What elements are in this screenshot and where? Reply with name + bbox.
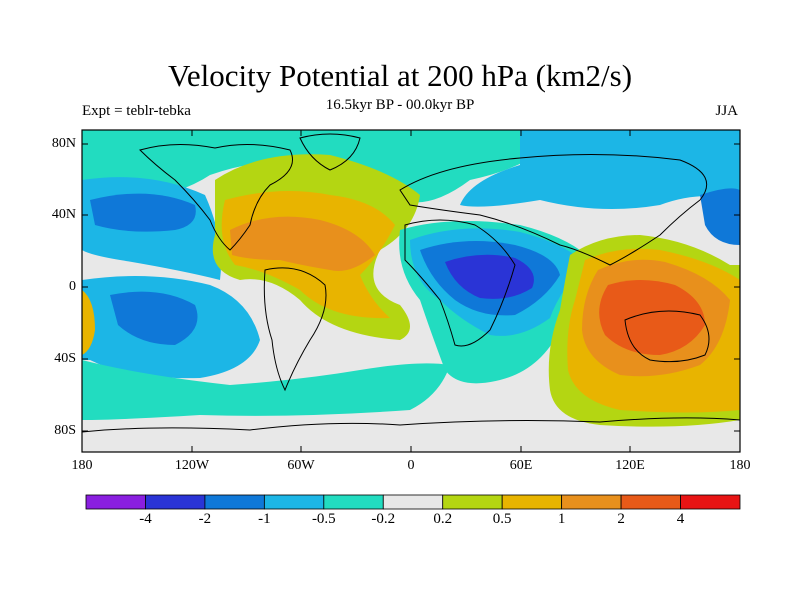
lon-label: 0 bbox=[407, 458, 415, 473]
colorbar-label: 0.2 bbox=[433, 511, 453, 527]
colorbar-label: -4 bbox=[139, 511, 152, 527]
coastline bbox=[624, 310, 710, 363]
colorbar-swatch bbox=[263, 494, 325, 510]
lat-label: 80S bbox=[54, 423, 76, 438]
colorbar-swatch bbox=[382, 494, 444, 510]
field-region bbox=[445, 254, 534, 299]
colorbar-swatch bbox=[442, 494, 503, 510]
map-subtitle: 16.5kyr BP - 00.0kyr BP bbox=[325, 97, 475, 113]
colorbar-label: -0.5 bbox=[311, 511, 336, 527]
colorbar-swatch bbox=[145, 494, 206, 510]
colorbar-swatch bbox=[85, 494, 146, 510]
colorbar-label: 1 bbox=[557, 511, 566, 527]
colorbar-swatch bbox=[323, 494, 384, 510]
field-region bbox=[460, 130, 740, 209]
coastline bbox=[399, 153, 708, 266]
colorbar-label: -1 bbox=[258, 511, 271, 527]
colorbar-swatch bbox=[561, 494, 622, 510]
colorbar-label: 2 bbox=[617, 511, 625, 527]
lat-label: 0 bbox=[69, 279, 76, 294]
field-region bbox=[599, 280, 705, 355]
lat-label: 80N bbox=[51, 136, 76, 151]
field-region bbox=[700, 188, 740, 245]
lon-label: 120W bbox=[174, 458, 210, 473]
field-region bbox=[82, 290, 95, 355]
lat-label: 40S bbox=[54, 351, 76, 366]
coastline bbox=[263, 267, 327, 392]
field-region bbox=[110, 291, 198, 345]
map-title: Velocity Potential at 200 hPa (km2/s) bbox=[167, 58, 633, 93]
experiment-label: Expt = teblr-tebka bbox=[82, 103, 191, 119]
lon-label: 60E bbox=[509, 458, 533, 473]
coastline bbox=[404, 219, 516, 347]
colorbar-label: 4 bbox=[676, 511, 685, 527]
coastline bbox=[139, 143, 293, 251]
field-region bbox=[90, 193, 196, 232]
field-region bbox=[82, 130, 195, 178]
colorbar-label: -0.2 bbox=[371, 511, 396, 527]
lon-label: 180 bbox=[71, 458, 93, 473]
season-label: JJA bbox=[715, 103, 738, 119]
field-region bbox=[82, 360, 450, 420]
lon-label: 120E bbox=[615, 458, 645, 473]
coastline bbox=[299, 133, 361, 171]
coastline bbox=[82, 417, 740, 433]
colorbar-label: -2 bbox=[198, 511, 212, 527]
lon-label: 60W bbox=[287, 458, 315, 473]
lon-label: 180 bbox=[729, 458, 751, 473]
colorbar-swatch bbox=[680, 494, 741, 510]
colorbar-swatch bbox=[501, 494, 563, 510]
colorbar-swatch bbox=[204, 494, 265, 510]
colorbar-label: 0.5 bbox=[492, 511, 512, 527]
lat-label: 40N bbox=[51, 207, 76, 222]
colorbar bbox=[85, 494, 741, 510]
colorbar-swatch bbox=[620, 494, 681, 510]
field-region bbox=[230, 216, 375, 271]
